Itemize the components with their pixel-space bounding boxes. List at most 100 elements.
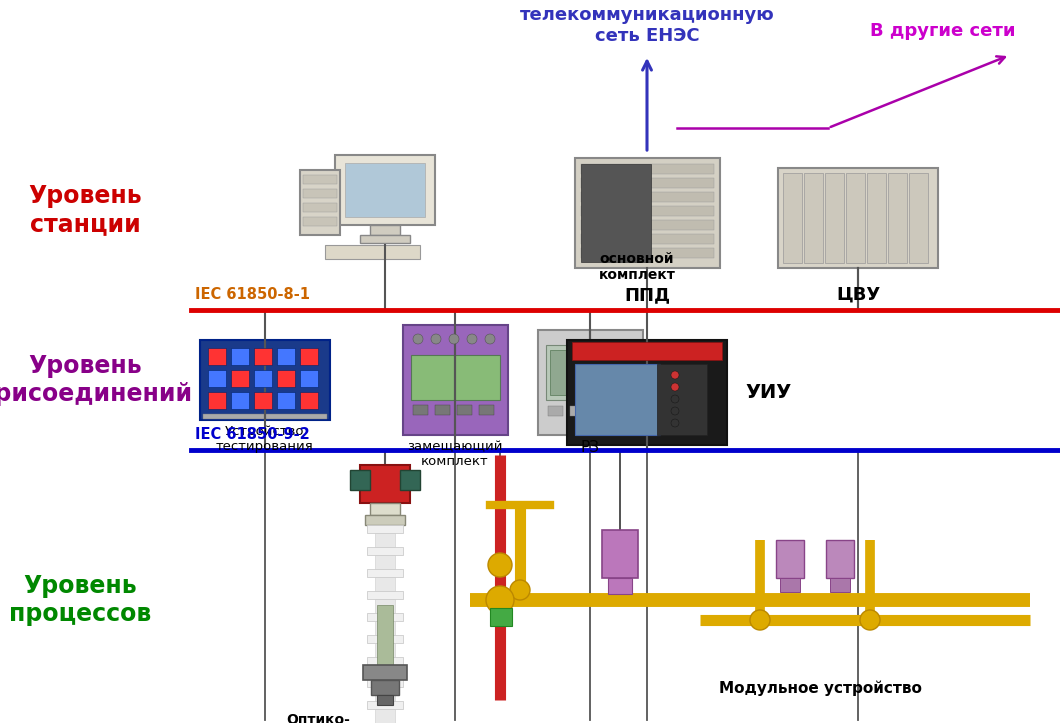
Circle shape: [750, 610, 770, 630]
Bar: [581, 178, 714, 188]
Bar: [200, 340, 330, 420]
Text: Устройство
тестирования: Устройство тестирования: [216, 425, 314, 453]
Circle shape: [860, 610, 880, 630]
Circle shape: [671, 371, 679, 379]
Bar: [254, 348, 272, 365]
Bar: [375, 665, 395, 679]
Bar: [360, 465, 410, 503]
Bar: [457, 405, 472, 415]
Bar: [303, 217, 337, 226]
Circle shape: [510, 580, 530, 600]
Bar: [370, 225, 400, 235]
Text: В
телекоммуникационную
сеть ЕНЭС: В телекоммуникационную сеть ЕНЭС: [519, 0, 775, 45]
Circle shape: [488, 553, 512, 577]
Bar: [363, 665, 407, 680]
Bar: [254, 370, 272, 387]
Bar: [776, 540, 803, 578]
Bar: [778, 168, 938, 268]
Circle shape: [671, 419, 679, 427]
Bar: [303, 175, 337, 184]
Bar: [375, 599, 395, 613]
Bar: [570, 406, 585, 416]
Bar: [277, 370, 295, 387]
Circle shape: [431, 334, 441, 344]
Bar: [377, 695, 393, 705]
Bar: [830, 578, 850, 592]
Bar: [303, 203, 337, 212]
Bar: [367, 635, 403, 643]
Bar: [344, 163, 425, 217]
Bar: [204, 414, 326, 419]
Bar: [581, 164, 714, 174]
Bar: [365, 515, 405, 525]
Bar: [335, 155, 435, 225]
Text: IEC 61850-8-1: IEC 61850-8-1: [195, 287, 310, 302]
Bar: [867, 173, 886, 263]
Circle shape: [485, 586, 514, 614]
Bar: [367, 547, 403, 555]
Text: Оптико-
электронные
ТТ-ТН (СТ-VT): Оптико- электронные ТТ-ТН (СТ-VT): [264, 713, 372, 723]
Text: ЦВУ: ЦВУ: [836, 286, 880, 304]
Bar: [581, 234, 714, 244]
Bar: [300, 348, 318, 365]
Text: основной
комплект: основной комплект: [599, 252, 675, 282]
Bar: [581, 220, 714, 230]
Bar: [367, 525, 403, 533]
Circle shape: [449, 334, 459, 344]
Bar: [375, 687, 395, 701]
Bar: [602, 530, 638, 578]
Bar: [208, 370, 226, 387]
Bar: [826, 540, 854, 578]
Text: УИУ: УИУ: [745, 382, 791, 401]
Bar: [370, 503, 400, 515]
Bar: [350, 470, 370, 490]
Bar: [208, 348, 226, 365]
Bar: [303, 189, 337, 198]
Bar: [367, 657, 403, 665]
Text: замещающий
комплект: замещающий комплект: [407, 440, 502, 468]
Bar: [413, 405, 428, 415]
Circle shape: [467, 334, 477, 344]
Bar: [581, 164, 651, 262]
Circle shape: [671, 395, 679, 403]
Bar: [300, 170, 340, 235]
Bar: [277, 348, 295, 365]
Bar: [479, 405, 494, 415]
Bar: [231, 370, 249, 387]
Bar: [367, 701, 403, 709]
Bar: [375, 643, 395, 657]
Bar: [254, 392, 272, 409]
Circle shape: [671, 407, 679, 415]
Circle shape: [671, 383, 679, 391]
Text: РЗ: РЗ: [581, 440, 600, 455]
Bar: [375, 577, 395, 591]
Bar: [846, 173, 865, 263]
Bar: [614, 406, 629, 416]
Circle shape: [413, 334, 423, 344]
Bar: [581, 248, 714, 258]
Bar: [300, 392, 318, 409]
Bar: [591, 406, 607, 416]
Bar: [803, 173, 823, 263]
Bar: [377, 605, 393, 665]
Bar: [888, 173, 907, 263]
Bar: [375, 709, 395, 723]
Bar: [780, 578, 800, 592]
Bar: [550, 350, 631, 395]
Circle shape: [488, 588, 512, 612]
Bar: [411, 355, 500, 400]
Bar: [403, 325, 508, 435]
Bar: [567, 340, 727, 445]
Bar: [490, 608, 512, 626]
Bar: [367, 679, 403, 687]
Text: Уровень
станции: Уровень станции: [29, 184, 142, 236]
Text: Уровень
присоединений: Уровень присоединений: [0, 354, 192, 406]
Bar: [231, 392, 249, 409]
Bar: [367, 569, 403, 577]
Bar: [825, 173, 844, 263]
Text: ППД: ППД: [624, 286, 670, 304]
Bar: [548, 406, 563, 416]
Bar: [783, 173, 802, 263]
Circle shape: [485, 334, 495, 344]
Bar: [538, 330, 643, 435]
